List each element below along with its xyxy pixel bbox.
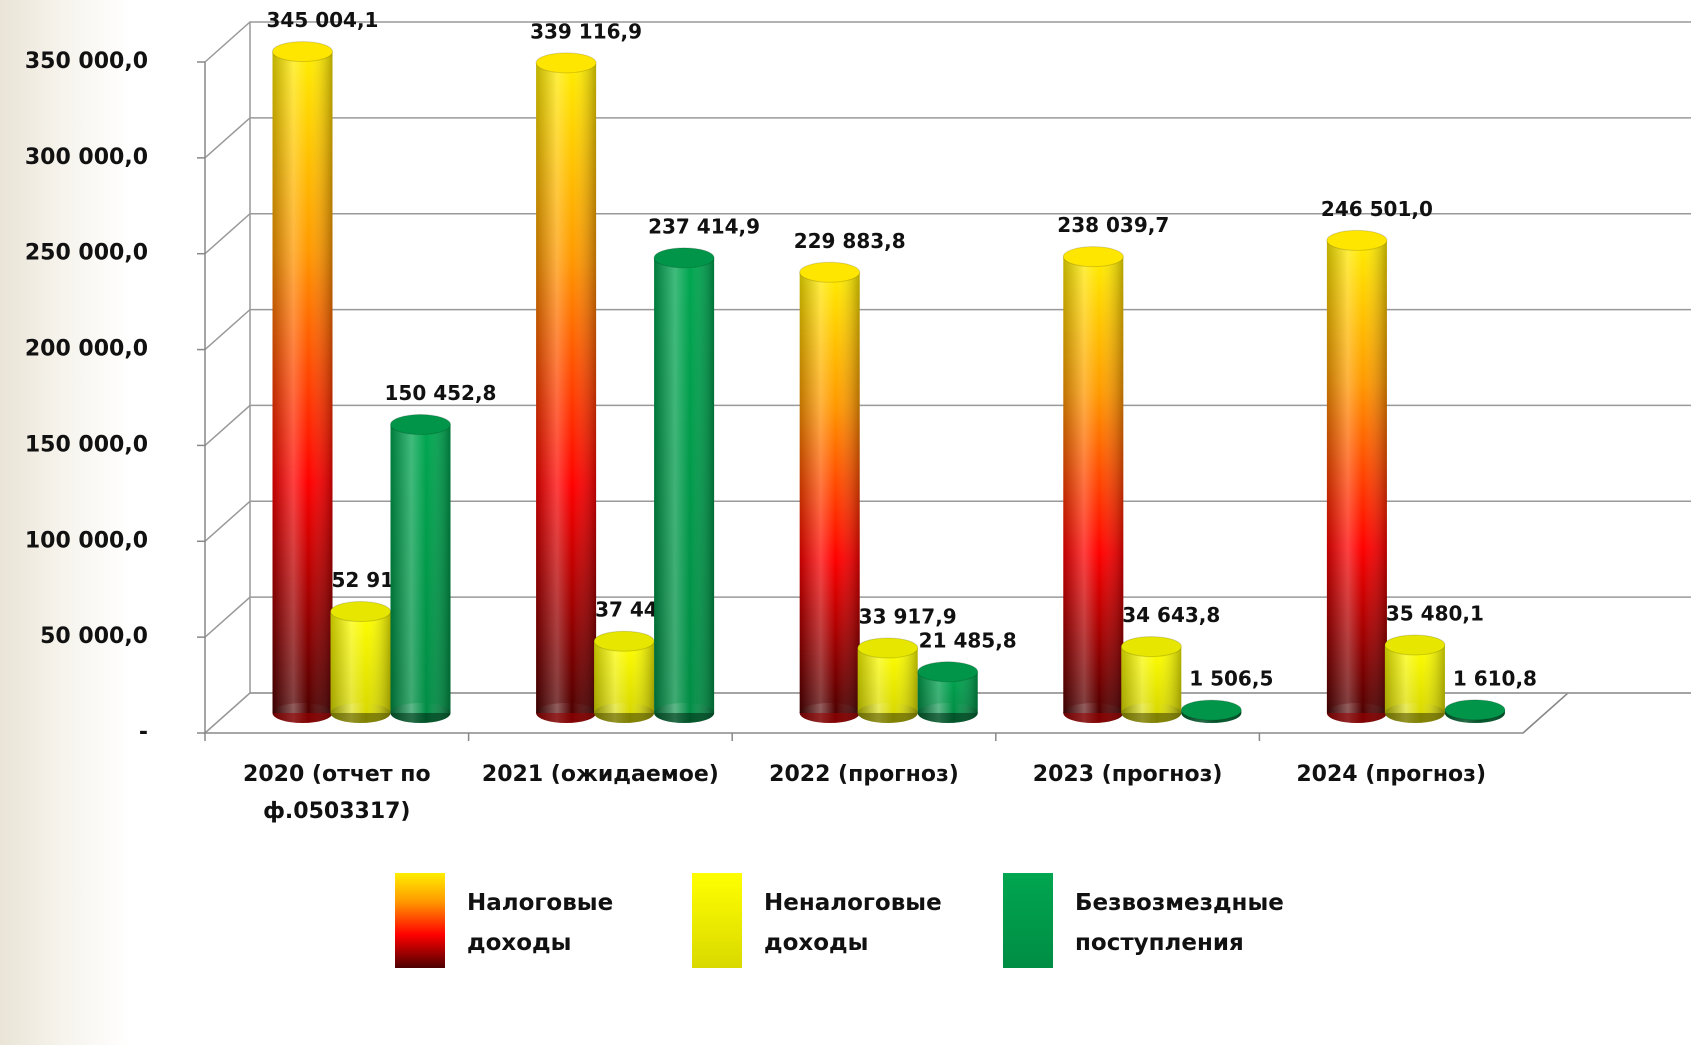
cylinder [1121,637,1181,723]
cylinder-shade [331,612,391,713]
y-tick-label: 200 000,0 [25,337,148,362]
cylinder-top [331,602,391,622]
value-label: 1 610,8 [1453,666,1537,690]
value-label: 237 414,9 [648,214,760,238]
cylinder-shade [654,258,714,713]
cylinder-bottom-edge [536,703,596,723]
grid-line [205,118,1691,158]
legend-swatch [395,873,445,968]
cylinder-bottom-edge [1063,703,1123,723]
cylinder-shade [391,425,451,713]
grid-line [205,22,1691,62]
cylinder [273,42,333,723]
value-label: 34 643,8 [1122,603,1220,627]
cylinder-top [1445,700,1505,720]
value-label: 246 501,0 [1321,197,1433,221]
cylinder-top [858,638,918,658]
cylinder-top [1385,635,1445,655]
cylinder-bottom-edge [594,703,654,723]
cylinder [1063,247,1123,723]
cylinder-bottom-edge [1327,703,1387,723]
cylinder-top [1327,230,1387,250]
cylinder-shade [536,63,596,713]
x-tick-label: 2024 (прогноз) [1261,756,1521,793]
value-label: 238 039,7 [1057,213,1169,237]
cylinder [654,248,714,723]
cylinder-top [391,415,451,435]
cylinder [918,662,978,723]
grid-line [205,310,1691,350]
cylinder-shade [273,52,333,713]
value-label: 339 116,9 [530,19,642,43]
cylinder [858,638,918,723]
y-tick-label: 350 000,0 [25,49,148,74]
value-label: 33 917,9 [859,604,957,628]
cylinder [800,262,860,723]
page: - 50 000,0 100 000,0 150 000,0 200 000,0 250 … [0,0,1691,1045]
cylinder-top [273,42,333,62]
cylinder [1327,230,1387,723]
floor-right [1523,693,1568,733]
cylinder-bottom-edge [1385,703,1445,723]
y-tick-label: - [139,720,148,745]
value-label: 345 004,1 [267,8,379,32]
value-label: 21 485,8 [919,628,1017,652]
cylinder-bottom-edge [273,703,333,723]
grid-line [205,214,1691,254]
cylinder [331,602,391,723]
cylinder-top [1121,637,1181,657]
cylinder-bottom-edge [654,703,714,723]
y-tick-label: 50 000,0 [40,624,148,649]
x-tick-label: 2020 (отчет по ф.0503317) [207,756,467,830]
cylinder-top [1181,700,1241,720]
cylinder-shade [800,272,860,713]
cylinder-top [800,262,860,282]
legend-label: Безвозмездные поступления [1075,883,1325,963]
legend-label: Налоговые доходы [467,883,717,963]
value-label: 35 480,1 [1386,601,1484,625]
value-label: 229 883,8 [794,229,906,253]
cylinder [391,415,451,723]
cylinder-top [1063,247,1123,267]
y-tick-label: 150 000,0 [25,432,148,457]
y-tick-label: 100 000,0 [25,528,148,553]
cylinder [1385,635,1445,723]
cylinder-top [536,53,596,73]
cylinder-bottom-edge [858,703,918,723]
x-tick-label: 2021 (ожидаемое) [470,756,730,793]
cylinder [1445,700,1505,723]
cylinder-top [654,248,714,268]
cylinder-shade [1327,240,1387,713]
cylinder-top [594,631,654,651]
y-tick-label: 250 000,0 [25,241,148,266]
legend-label: Неналоговые доходы [764,883,1014,963]
value-label: 150 452,8 [385,381,497,405]
cylinder [536,53,596,723]
value-label: 1 506,5 [1189,667,1273,691]
cylinder-bottom-edge [800,703,860,723]
y-tick-label: 300 000,0 [25,145,148,170]
cylinder-bottom-edge [391,703,451,723]
x-tick-label: 2022 (прогноз) [734,756,994,793]
cylinder-bottom-edge [918,703,978,723]
cylinder-shade [594,641,654,713]
cylinder [594,631,654,723]
cylinder-shade [1063,257,1123,713]
cylinder-top [918,662,978,682]
cylinder-bottom-edge [1121,703,1181,723]
x-tick-label: 2023 (прогноз) [998,756,1258,793]
cylinder [1181,700,1241,723]
cylinder-bottom-edge [331,703,391,723]
